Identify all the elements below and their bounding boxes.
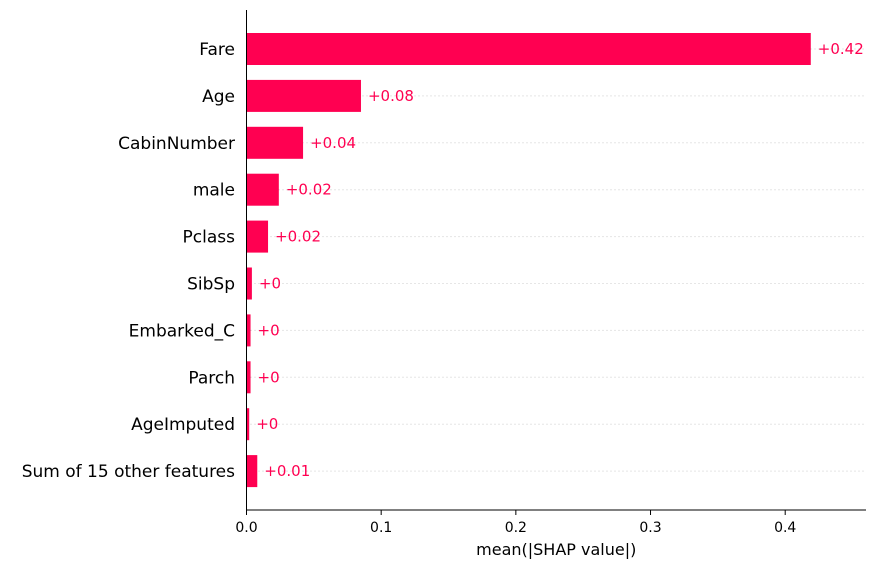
bar-age <box>246 79 361 112</box>
bar-embarked-c <box>246 314 251 347</box>
grid-lines <box>246 48 866 472</box>
x-tick-label: 0.2 <box>505 520 527 536</box>
feature-label: Parch <box>188 368 235 388</box>
feature-label: Pclass <box>183 228 236 248</box>
feature-label: Sum of 15 other features <box>22 462 235 482</box>
x-tick-label: 0.1 <box>370 520 392 536</box>
value-label: +0.42 <box>818 40 864 58</box>
feature-label: Embarked_C <box>129 321 235 341</box>
x-tick-label: 0.4 <box>774 520 796 536</box>
feature-label: Fare <box>199 40 235 60</box>
bar-ageimputed <box>246 408 250 441</box>
bar-fare <box>246 33 811 65</box>
value-labels: +0.42 +0.08 +0.04 +0.02 +0.02 +0 +0 +0 +0 +0.01 <box>256 40 864 480</box>
value-label: +0 <box>259 275 281 293</box>
value-label: +0.08 <box>368 87 414 105</box>
value-label: +0 <box>258 368 280 386</box>
bar-pclass <box>246 220 269 253</box>
x-tick-label: 0.0 <box>235 520 257 536</box>
bar-male <box>246 173 279 206</box>
feature-label: CabinNumber <box>118 134 235 154</box>
value-label: +0 <box>258 321 280 339</box>
bars <box>246 33 811 488</box>
x-axis-title: mean(|SHAP value|) <box>476 540 636 559</box>
feature-label: AgeImputed <box>131 415 235 435</box>
feature-label: SibSp <box>187 275 235 295</box>
feature-labels: Fare Age CabinNumber male Pclass SibSp Embarke… <box>22 40 235 482</box>
bar-sibsp <box>246 267 252 300</box>
value-label: +0 <box>256 415 278 433</box>
bar-sum-of-15-other-features <box>246 455 258 488</box>
value-label: +0.01 <box>264 462 310 480</box>
feature-label: male <box>193 181 235 201</box>
x-axis-ticks: 0.0 0.1 0.2 0.3 0.4 <box>235 510 796 536</box>
x-tick-label: 0.3 <box>639 520 661 536</box>
bar-cabinnumber <box>246 126 304 159</box>
value-label: +0.04 <box>310 134 356 152</box>
feature-label: Age <box>202 87 235 107</box>
bar-parch <box>246 361 251 394</box>
value-label: +0.02 <box>286 181 332 199</box>
value-label: +0.02 <box>275 228 321 246</box>
